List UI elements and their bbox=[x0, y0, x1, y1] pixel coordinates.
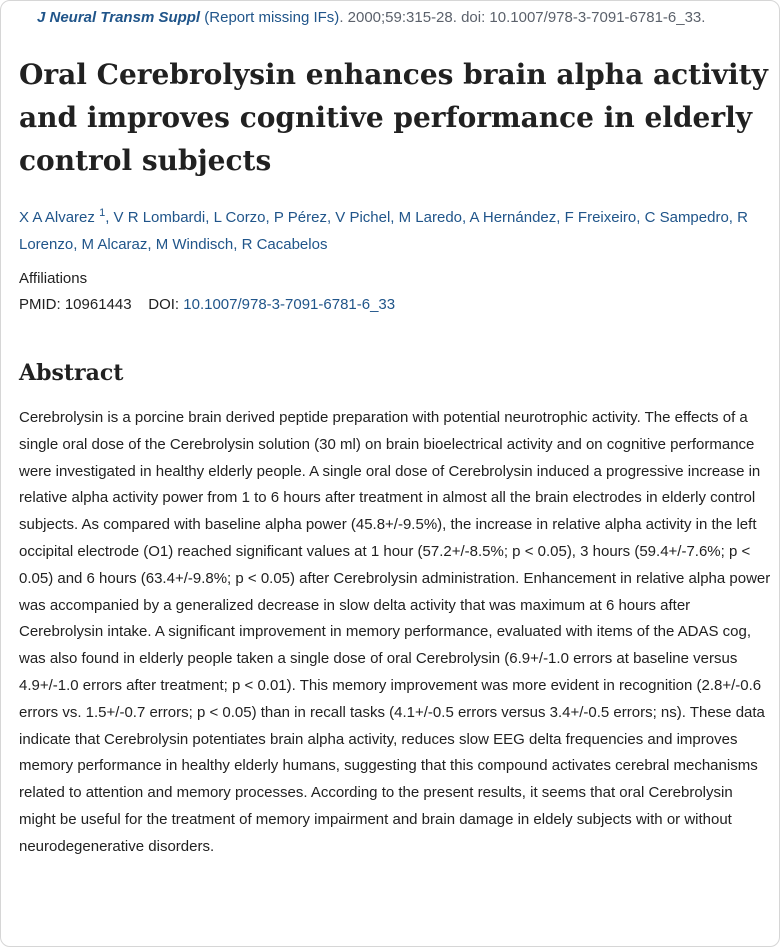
abstract-text: Cerebrolysin is a porcine brain derived … bbox=[19, 409, 771, 855]
affiliations-toggle[interactable]: Affiliations bbox=[19, 270, 88, 287]
journal-link[interactable]: J Neural Transm Suppl bbox=[37, 9, 201, 26]
pmid-label: PMID: 10961443 bbox=[19, 296, 132, 313]
author-name[interactable]: X A Alvarez bbox=[19, 209, 95, 226]
author-link-first[interactable]: X A Alvarez 1 bbox=[19, 207, 106, 226]
report-missing-link[interactable]: (Report missing IFs) bbox=[204, 9, 340, 26]
article-title: Oral Cerebrolysin enhances brain alpha a… bbox=[19, 58, 768, 177]
author-list: X A Alvarez 1, V R Lombardi, L Corzo, P … bbox=[19, 200, 769, 258]
citation-details: . 2000;59:315-28. doi: 10.1007/978-3-709… bbox=[339, 9, 706, 26]
abstract-heading: Abstract bbox=[19, 360, 124, 386]
citation-line: J Neural Transm Suppl (Report missing IF… bbox=[37, 7, 705, 29]
affiliation-marker[interactable]: 1 bbox=[99, 207, 106, 219]
doi-link[interactable]: 10.1007/978-3-7091-6781-6_33 bbox=[183, 296, 396, 313]
identifiers: PMID: 10961443 DOI: 10.1007/978-3-7091-6… bbox=[19, 294, 395, 316]
author-links-rest[interactable]: , V R Lombardi, L Corzo, P Pérez, V Pich… bbox=[19, 209, 748, 253]
doi-label: DOI: bbox=[148, 296, 180, 313]
